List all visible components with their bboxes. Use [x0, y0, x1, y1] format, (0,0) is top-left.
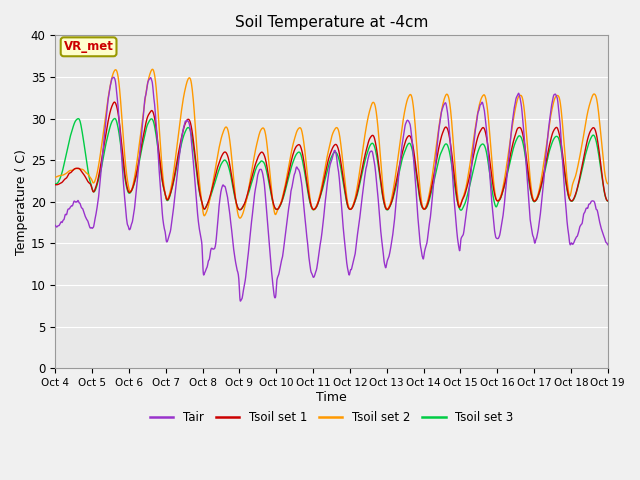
Title: Soil Temperature at -4cm: Soil Temperature at -4cm [235, 15, 428, 30]
Y-axis label: Temperature ( C): Temperature ( C) [15, 149, 28, 255]
Text: VR_met: VR_met [63, 40, 113, 53]
X-axis label: Time: Time [316, 391, 347, 404]
Legend: Tair, Tsoil set 1, Tsoil set 2, Tsoil set 3: Tair, Tsoil set 1, Tsoil set 2, Tsoil se… [145, 407, 518, 429]
